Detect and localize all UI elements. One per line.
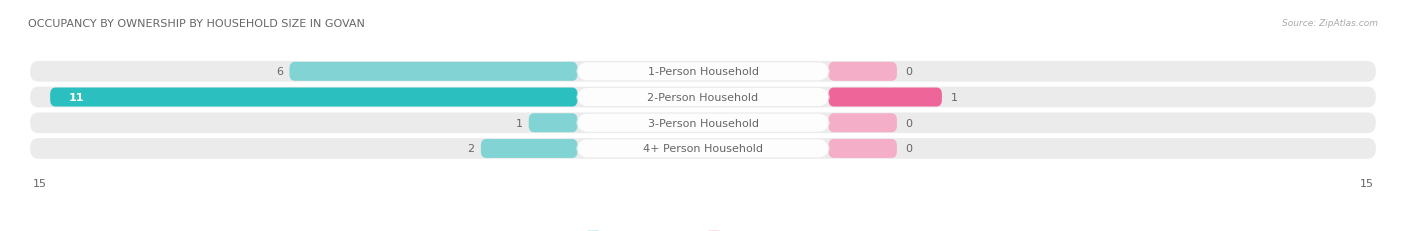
FancyBboxPatch shape (529, 114, 578, 133)
FancyBboxPatch shape (828, 88, 942, 107)
FancyBboxPatch shape (576, 114, 830, 132)
Text: 0: 0 (905, 144, 912, 154)
FancyBboxPatch shape (30, 139, 1376, 159)
FancyBboxPatch shape (828, 114, 897, 133)
FancyBboxPatch shape (828, 139, 897, 158)
Text: 4+ Person Household: 4+ Person Household (643, 144, 763, 154)
Text: 1-Person Household: 1-Person Household (648, 67, 758, 77)
Text: 3-Person Household: 3-Person Household (648, 118, 758, 128)
Text: 15: 15 (1360, 178, 1374, 188)
Text: 0: 0 (905, 118, 912, 128)
FancyBboxPatch shape (51, 88, 578, 107)
FancyBboxPatch shape (481, 139, 578, 158)
FancyBboxPatch shape (30, 62, 1376, 82)
FancyBboxPatch shape (576, 63, 830, 81)
FancyBboxPatch shape (30, 87, 1376, 108)
Text: 1: 1 (516, 118, 523, 128)
FancyBboxPatch shape (576, 89, 830, 106)
Text: 2-Person Household: 2-Person Household (647, 93, 759, 103)
Text: 0: 0 (905, 67, 912, 77)
Text: 6: 6 (276, 67, 283, 77)
Text: 2: 2 (467, 144, 475, 154)
FancyBboxPatch shape (828, 63, 897, 82)
FancyBboxPatch shape (30, 113, 1376, 134)
FancyBboxPatch shape (290, 63, 578, 82)
Text: OCCUPANCY BY OWNERSHIP BY HOUSEHOLD SIZE IN GOVAN: OCCUPANCY BY OWNERSHIP BY HOUSEHOLD SIZE… (28, 18, 366, 28)
Text: 1: 1 (950, 93, 957, 103)
Text: 15: 15 (32, 178, 46, 188)
FancyBboxPatch shape (576, 140, 830, 158)
Text: 11: 11 (69, 93, 84, 103)
Text: Source: ZipAtlas.com: Source: ZipAtlas.com (1282, 18, 1378, 27)
